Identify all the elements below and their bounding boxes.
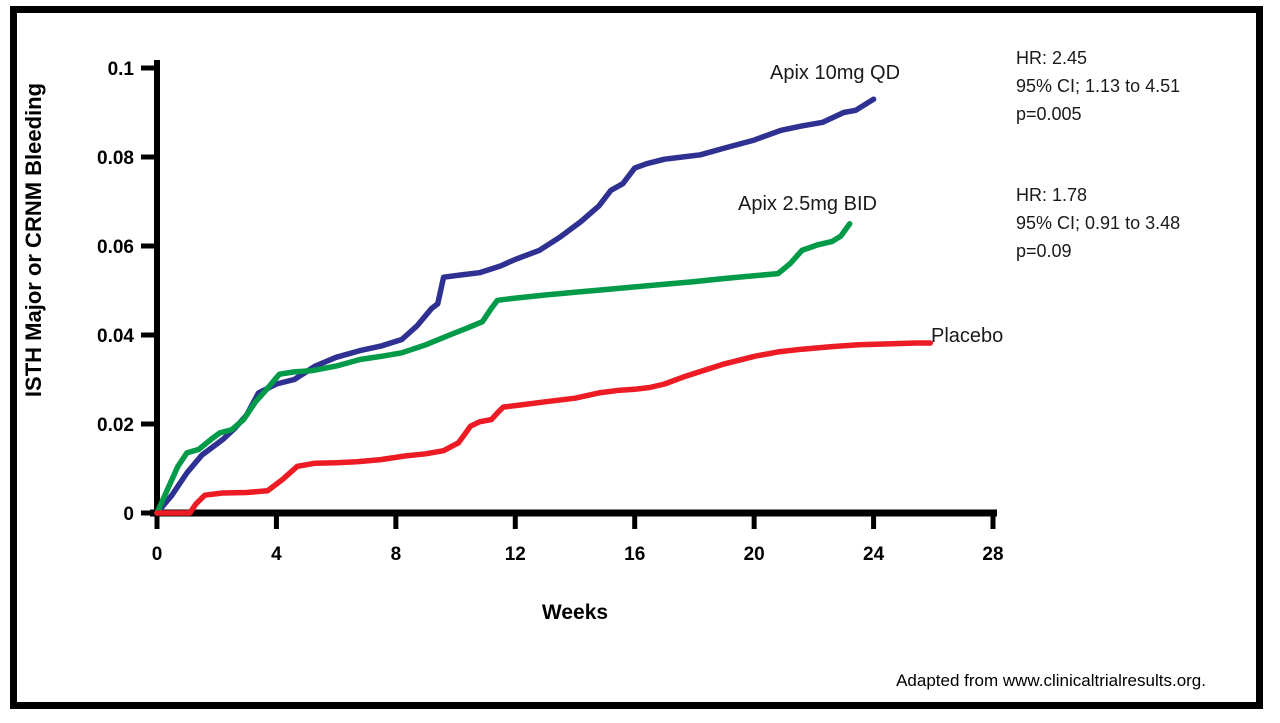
hr-confidence-interval: 95% CI; 0.91 to 3.48: [1016, 213, 1181, 233]
figure-border-frame: [10, 6, 1263, 709]
series-curve-apix-2-5mg-bid: [154, 221, 853, 516]
series-curve-placebo: [154, 340, 934, 516]
y-axis-tick-label: 0: [123, 504, 134, 525]
x-axis-tick-label: 20: [744, 544, 765, 565]
y-axis-tick-label: 0.08: [97, 148, 134, 169]
x-axis-tick-label: 16: [624, 544, 645, 565]
y-axis-tick-label: 0.1: [108, 59, 135, 80]
hazard-ratio-annotation-apix-10mg: HR: 2.45 95% CI; 1.13 to 4.51 p=0.005: [1016, 44, 1180, 128]
source-attribution: Adapted from www.clinicaltrialresults.or…: [896, 671, 1206, 690]
hr-value: HR: 2.45: [1016, 48, 1088, 68]
hr-p-value: p=0.005: [1016, 104, 1082, 124]
hr-confidence-interval: 95% CI; 1.13 to 4.51: [1016, 76, 1181, 96]
y-axis-tick-label: 0.06: [97, 237, 134, 258]
x-axis-tick-label: 4: [271, 544, 282, 565]
hazard-ratio-annotation-apix-2-5mg: HR: 1.78 95% CI; 0.91 to 3.48 p=0.09: [1016, 181, 1180, 265]
series-label-apix-10mg-qd: Apix 10mg QD: [770, 62, 901, 84]
y-axis-tick-label: 0.04: [97, 326, 134, 347]
x-axis-tick-label: 12: [505, 544, 526, 565]
y-axis-tick-label: 0.02: [97, 415, 134, 436]
series-label-placebo: Placebo: [931, 325, 1004, 347]
x-axis-tick-label: 8: [391, 544, 402, 565]
series-curve-apix-10mg-qd: [154, 96, 877, 516]
y-axis-title: ISTH Major or CRNM Bleeding: [21, 82, 46, 398]
series-label-apix-2-5mg-bid: Apix 2.5mg BID: [738, 193, 877, 215]
x-axis-tick-label: 0: [152, 544, 163, 565]
x-axis-title: Weeks: [541, 601, 609, 624]
x-axis-tick-label: 24: [863, 544, 885, 565]
x-axis-tick-label: 28: [982, 544, 1003, 565]
hr-value: HR: 1.78: [1016, 185, 1088, 205]
hr-p-value: p=0.09: [1016, 241, 1072, 261]
